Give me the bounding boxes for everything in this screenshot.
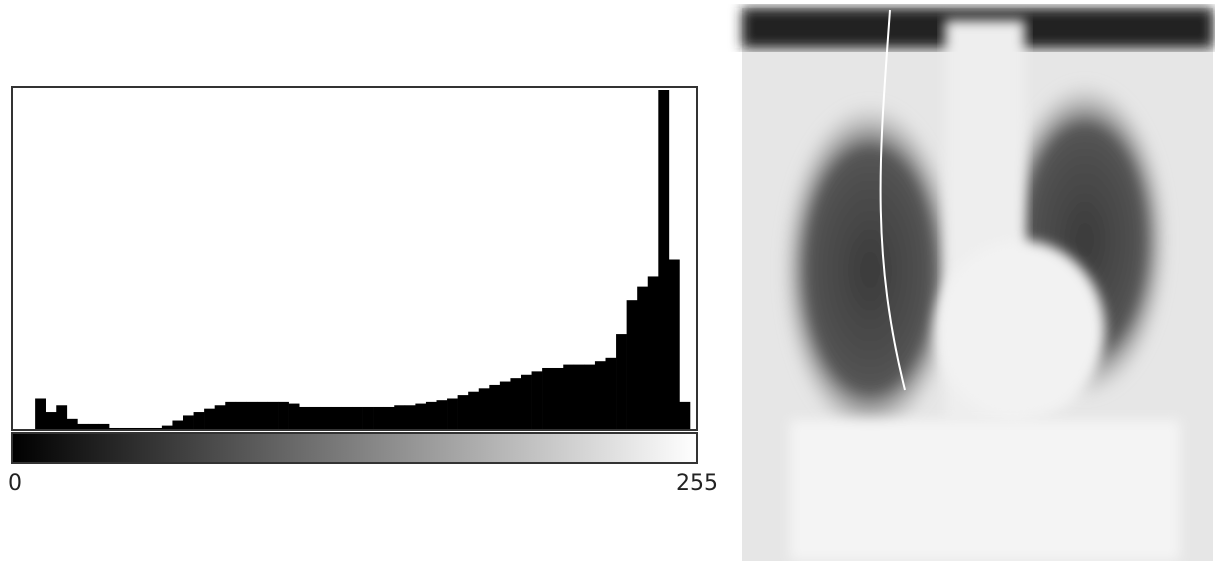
bar xyxy=(235,401,247,429)
bar xyxy=(616,334,627,429)
bar xyxy=(267,401,279,429)
bar xyxy=(647,276,659,429)
bar xyxy=(373,406,384,429)
bar xyxy=(172,420,184,429)
bar xyxy=(478,388,490,429)
bar xyxy=(56,405,68,429)
bar xyxy=(278,401,289,429)
bar xyxy=(521,374,532,429)
bar xyxy=(204,408,215,429)
bar xyxy=(489,384,501,429)
bar xyxy=(605,357,617,429)
bar xyxy=(542,367,553,429)
bar xyxy=(447,398,458,429)
bar xyxy=(436,400,448,429)
gray-ramp xyxy=(11,432,698,464)
bar xyxy=(415,403,427,429)
bar xyxy=(404,405,416,429)
bar xyxy=(563,364,575,429)
bar xyxy=(468,391,480,429)
bar xyxy=(362,406,374,429)
bar xyxy=(130,427,142,429)
bar xyxy=(246,401,258,429)
bar xyxy=(626,300,638,429)
bar xyxy=(425,401,437,429)
bar xyxy=(299,406,311,429)
bar xyxy=(119,427,131,429)
bar xyxy=(35,398,46,429)
bar xyxy=(98,423,110,429)
bar xyxy=(183,415,194,429)
x-tick-label: 255 xyxy=(676,471,718,496)
bar xyxy=(309,406,321,429)
bar xyxy=(679,401,691,429)
bar xyxy=(214,405,226,429)
bar xyxy=(140,427,152,429)
bar xyxy=(151,427,163,429)
bar xyxy=(383,406,395,429)
bar xyxy=(45,412,57,429)
bar xyxy=(77,423,89,429)
bar xyxy=(499,381,511,429)
bar xyxy=(668,259,680,429)
bar xyxy=(341,406,353,429)
bar xyxy=(330,406,342,429)
bar xyxy=(87,423,99,429)
bar xyxy=(584,364,596,429)
bar xyxy=(193,412,205,429)
bar xyxy=(109,427,120,429)
bar xyxy=(552,367,564,429)
bar xyxy=(288,403,300,429)
bar xyxy=(658,90,670,429)
bar xyxy=(256,401,268,429)
bar xyxy=(320,406,332,429)
bar xyxy=(531,371,543,429)
bar xyxy=(457,395,469,429)
bar xyxy=(161,425,173,429)
bar xyxy=(594,361,606,429)
bar xyxy=(510,378,522,429)
bar xyxy=(573,364,585,429)
bar xyxy=(225,401,237,429)
xray-image xyxy=(742,8,1213,561)
bar xyxy=(637,286,649,429)
x-tick-label: 0 xyxy=(8,471,22,496)
bar xyxy=(394,405,406,429)
bars xyxy=(35,90,691,429)
bar xyxy=(352,406,363,429)
bar xyxy=(66,418,78,429)
